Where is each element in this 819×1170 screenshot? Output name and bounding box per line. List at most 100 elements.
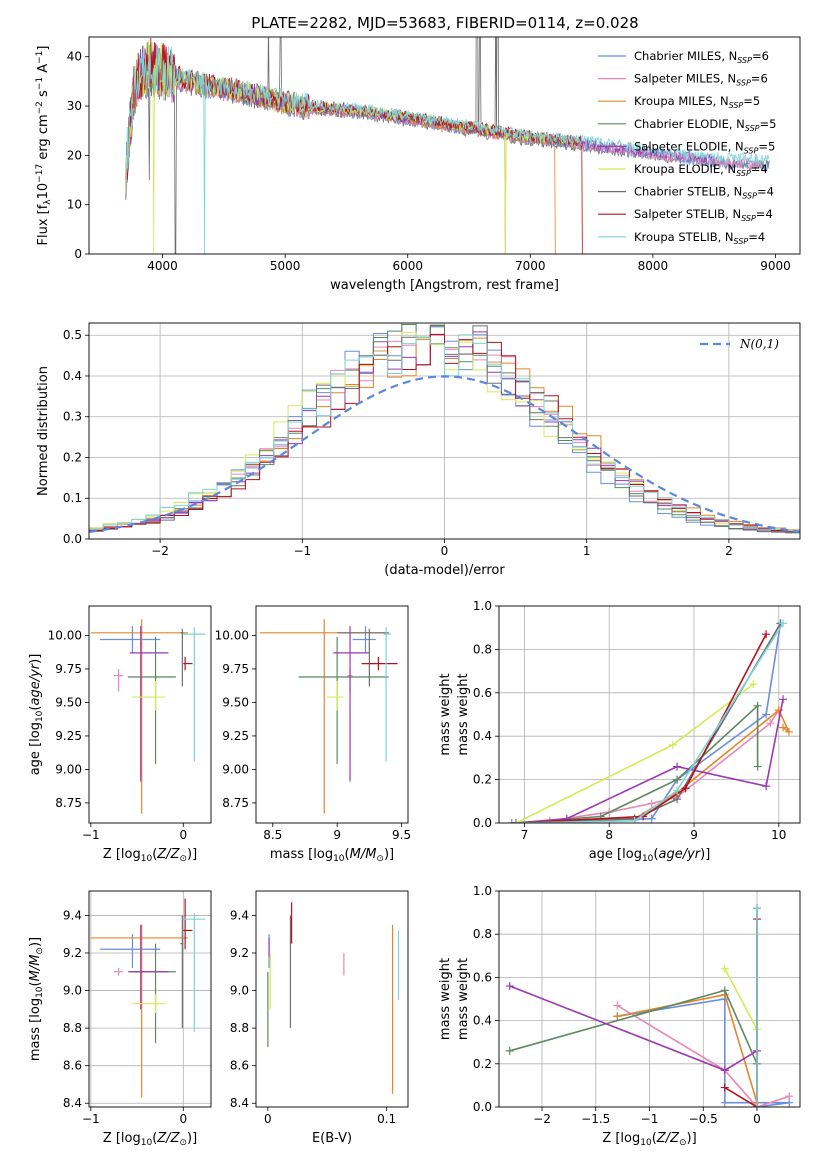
mass-weight-line-6 [515, 683, 754, 823]
plot-area [259, 619, 398, 814]
x-axis-label: E(B-V) [312, 1131, 352, 1146]
y-tick-label: 9.75 [55, 662, 82, 676]
mass-weight-marker [753, 762, 762, 771]
errorbar-point-6 [132, 994, 165, 1014]
mass-weight-line-5 [509, 985, 758, 1072]
axes-frame [88, 605, 212, 824]
y-tick-label: 8.75 [55, 796, 82, 810]
errorbar-point-7 [180, 628, 184, 687]
reference-normal-curve [89, 375, 800, 533]
mass-weight-marker [779, 723, 788, 732]
x-tick-label: 1 [583, 544, 591, 558]
y-tick-label: 0.2 [473, 1057, 492, 1071]
mass-weight-marker [720, 1083, 729, 1092]
y-tick-label: 10.00 [48, 628, 82, 642]
y-tick-label: 0.0 [63, 532, 82, 546]
mass-weight-marker [507, 819, 516, 823]
y-tick-label: 10 [67, 198, 82, 212]
panel-4: 8.5 9 9.5 8.75 9.00 9.25 9.50 9.75 10.00 mass [lo… [215, 605, 411, 864]
legend-label: Chabrier STELIB, NSSP=4 [634, 185, 774, 201]
mass-weight-marker [762, 782, 771, 791]
errorbar-point-7 [337, 628, 389, 687]
y-tick-label: 8.75 [222, 796, 249, 810]
x-tick-label: −0.5 [689, 1112, 718, 1126]
errorbar-point-5 [129, 626, 169, 782]
legend-label: Chabrier MILES, NSSP=6 [634, 49, 769, 65]
x-axis-label: mass [log10(M/M⊙)] [270, 847, 394, 864]
x-tick-label: 2 [725, 544, 733, 558]
mass-weight-marker [753, 904, 761, 913]
errorbar-point-5 [333, 626, 370, 782]
mass-weight-marker [630, 816, 639, 823]
errorbar-point-3 [90, 619, 188, 814]
y-tick-label: 9.2 [63, 946, 82, 960]
x-tick-label: 8 [605, 828, 613, 842]
spectrum-salpeter-stelib [125, 37, 583, 254]
mass-weight-marker [753, 1103, 761, 1107]
x-tick-label: 0 [179, 828, 187, 842]
errorbar-point-8 [183, 656, 193, 671]
mass-weight-line-8 [515, 633, 767, 823]
mass-weight-marker [720, 986, 729, 995]
axes-frame [498, 605, 801, 824]
errorbar-point-6 [132, 681, 165, 711]
y-axis-label: Normed distribution [36, 366, 51, 496]
errorbar-point-7 [180, 915, 184, 1029]
errorbar-point-1 [100, 626, 161, 653]
histogram-kroupa-stelib [89, 334, 800, 539]
errorbar-point-1 [352, 626, 376, 653]
errorbar-point-9 [183, 913, 206, 1032]
legend-label: N(0,1) [739, 337, 779, 351]
x-axis-label: (data-model)/error [384, 563, 505, 578]
axes-frame [255, 890, 409, 1108]
y-tick-label: 9.4 [230, 908, 249, 922]
x-tick-label: 0 [753, 1112, 761, 1126]
legend-label: Kroupa STELIB, NSSP=4 [634, 230, 765, 246]
panel-5: 7 8 9 10 0.0 0.2 0.4 0.6 0.8 1.0 age [log10(age/yr… [438, 599, 801, 864]
y-tick-label: 0.4 [473, 1014, 492, 1028]
mass-weight-marker [505, 1046, 514, 1055]
y-tick-label: 8.4 [63, 1096, 82, 1110]
errorbar-point-8 [361, 656, 398, 671]
y-tick-label: 9.2 [230, 946, 249, 960]
y-tick-label: 9.25 [222, 729, 249, 743]
mass-weight-line-4 [509, 989, 758, 1065]
errorbar-point-2 [113, 968, 124, 976]
mass-weight-marker [749, 680, 758, 689]
y-axis-label: mass weight [456, 958, 471, 1040]
y-tick-label: 9.75 [222, 662, 249, 676]
x-axis-label: Z [log10(Z/Z⊙)] [103, 847, 197, 864]
x-tick-label: 8000 [638, 259, 669, 273]
mass-weight-marker [511, 819, 520, 823]
errorbar-point-3 [90, 924, 188, 1098]
mass-weight-marker [785, 1092, 794, 1101]
y-tick-label: 0.3 [63, 410, 82, 424]
mass-weight-line-2 [616, 1004, 790, 1107]
y-axis-label: mass weight [438, 958, 453, 1040]
errorbar-point-1 [100, 934, 161, 969]
errorbar-point-9 [183, 627, 206, 762]
x-axis-label: Z [log10(Z/Z⊙)] [103, 1131, 197, 1148]
errorbar-point-4 [127, 636, 176, 765]
errorbar-point-5 [129, 924, 169, 1010]
y-tick-label: 0.6 [473, 970, 492, 984]
x-tick-label: −2 [151, 544, 169, 558]
mass-weight-line-2 [515, 709, 780, 823]
legend-label: Salpeter MILES, NSSP=6 [634, 72, 768, 88]
plot-area [90, 619, 206, 814]
x-tick-label: 4000 [147, 259, 178, 273]
mass-weight-marker [720, 1098, 729, 1107]
axes-frame [498, 890, 801, 1108]
y-tick-label: 0.6 [473, 686, 492, 700]
x-tick-label: −1 [82, 1112, 100, 1126]
y-tick-label: 1.0 [473, 884, 492, 898]
panel-7: 0 0.1 8.4 8.6 8.8 9.0 9.2 9.4 E(B-V) [230, 890, 409, 1146]
panel-2: −2 −1 0 1 2 0.0 0.1 0.2 0.3 0.4 0.5 (data-model)/er… [36, 322, 801, 578]
panel-6: −1 0 8.4 8.6 8.8 9.0 9.2 9.4 Z [log10(Z/Z⊙)] mass… [28, 890, 212, 1148]
mass-weight-marker [647, 799, 656, 808]
y-tick-label: 9.50 [222, 695, 249, 709]
mass-weight-marker [753, 701, 762, 710]
mass-weight-marker [673, 795, 682, 804]
x-tick-label: 9000 [760, 259, 791, 273]
y-tick-label: 1.0 [473, 599, 492, 613]
